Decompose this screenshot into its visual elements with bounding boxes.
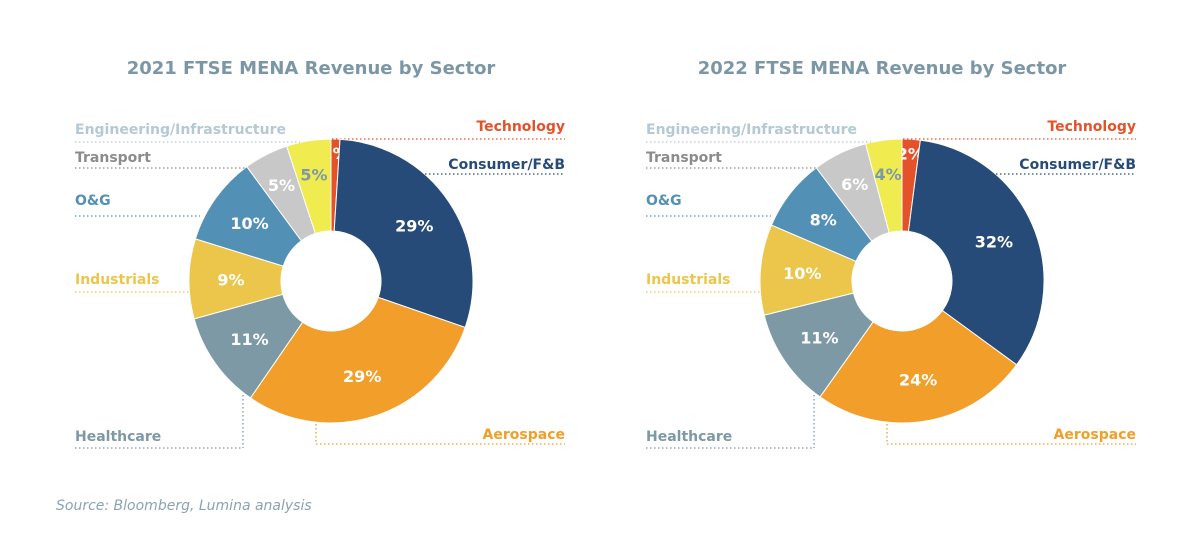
data-label-aerospace: 29% [343, 367, 381, 386]
donut-chart-1: 2021 FTSE MENA Revenue by Sector1%Techno… [75, 58, 565, 449]
category-label-o-g: O&G [75, 193, 111, 209]
data-label-o-g: 10% [230, 214, 268, 233]
category-label-industrials: Industrials [646, 272, 730, 288]
data-label-consumer-f-b: 29% [395, 217, 433, 236]
slice-aerospace[interactable] [249, 296, 466, 424]
category-label-healthcare: Healthcare [75, 429, 161, 445]
slice-consumer-f-b[interactable] [907, 139, 1045, 366]
source-note: Source: Bloomberg, Lumina analysis [56, 498, 312, 514]
donut-chart-2: 2022 FTSE MENA Revenue by Sector 2% Techno… [646, 58, 1136, 449]
category-label-engineering-infrastructure: Engineering/Infrastructure [646, 122, 857, 138]
category-label-aerospace: Aerospace [1054, 427, 1136, 443]
category-label-engineering-infrastructure: Engineering/Infrastructure [75, 122, 286, 138]
category-label-consumer-f-b: Consumer/F&B [1019, 157, 1136, 173]
category-label-transport: Transport [646, 150, 722, 166]
data-label-transport: 6% [841, 175, 868, 194]
chart-title: 2022 FTSE MENA Revenue by Sector [698, 58, 1067, 79]
data-label-o-g: 8% [810, 210, 837, 229]
category-label-technology: Technology [1047, 119, 1136, 135]
data-label-technology: 2% [897, 144, 924, 163]
data-label-healthcare: 11% [800, 328, 838, 347]
category-label-healthcare: Healthcare [646, 429, 732, 445]
category-label-o-g: O&G [646, 193, 682, 209]
data-label-engineering-infrastructure: 5% [300, 165, 327, 184]
slice-engineering-infrastructure[interactable] [865, 138, 903, 234]
category-label-transport: Transport [75, 150, 151, 166]
category-label-consumer-f-b: Consumer/F&B [448, 157, 565, 173]
data-label-industrials: 9% [217, 270, 244, 289]
data-label-transport: 5% [268, 176, 295, 195]
category-label-industrials: Industrials [75, 272, 159, 288]
data-label-engineering-infrastructure: 4% [874, 165, 901, 184]
data-label-healthcare: 11% [230, 330, 268, 349]
data-label-aerospace: 24% [899, 371, 937, 390]
slice-consumer-f-b[interactable] [333, 138, 474, 329]
data-label-consumer-f-b: 32% [975, 233, 1013, 252]
chart-title: 2021 FTSE MENA Revenue by Sector [127, 58, 496, 79]
data-label-industrials: 10% [783, 264, 821, 283]
slice-aerospace[interactable] [819, 309, 1018, 424]
category-label-aerospace: Aerospace [483, 427, 565, 443]
category-label-technology: Technology [476, 119, 565, 135]
